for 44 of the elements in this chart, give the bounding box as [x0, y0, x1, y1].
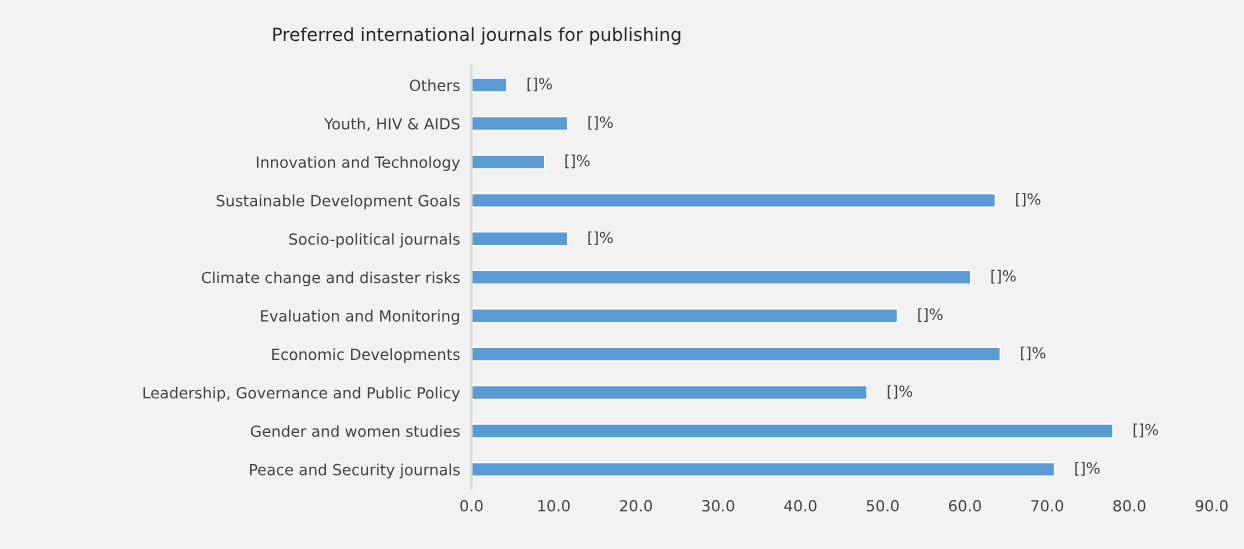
x-tick-label: 90.0: [1195, 499, 1228, 512]
bar: [471, 308, 899, 324]
x-tick-label: 0.0: [460, 499, 483, 512]
bar: [471, 269, 972, 285]
chart-title: Preferred international journals for publishing: [273, 27, 681, 45]
x-tick-label: 30.0: [702, 499, 735, 512]
x-tick-label: 40.0: [784, 499, 817, 512]
bar: [471, 115, 569, 132]
y-tick-label: Gender and women studies: [250, 425, 460, 437]
data-label: []%: [588, 231, 613, 246]
y-tick-label: Others: [409, 79, 460, 92]
data-label: []%: [1021, 346, 1046, 361]
data-label: []%: [1016, 192, 1041, 207]
y-tick-label: Innovation and Technology: [256, 156, 460, 171]
y-tick-label: Youth, HIV & AIDS: [324, 117, 460, 132]
bar: [471, 77, 508, 93]
bar: [471, 192, 997, 208]
x-tick-label: 70.0: [1031, 499, 1064, 512]
bar: [471, 461, 1056, 478]
y-tick-label: Peace and Security journals: [250, 463, 460, 479]
data-label: []%: [1075, 462, 1100, 476]
y-tick-label: Sustainable Development Goals: [216, 194, 460, 210]
data-label: []%: [565, 154, 590, 169]
data-label: []%: [527, 77, 552, 92]
x-tick-label: 80.0: [1113, 499, 1146, 512]
y-tick-label: Socio-political journals: [289, 233, 460, 248]
y-tick-label: Evaluation and Monitoring: [261, 309, 459, 325]
bar: [471, 154, 546, 170]
data-label: []%: [918, 308, 943, 322]
bar: [471, 346, 1001, 362]
x-tick-label: 20.0: [620, 499, 652, 512]
data-label: []%: [1133, 423, 1158, 438]
bar: [471, 384, 868, 401]
x-tick-label: 60.0: [948, 499, 981, 512]
x-tick-label: 50.0: [866, 499, 899, 512]
y-tick-label: Economic Developments: [272, 348, 460, 364]
data-label: []%: [588, 116, 613, 130]
y-tick-label: Leadership, Governance and Public Policy: [143, 386, 460, 402]
bar: [471, 423, 1114, 439]
bar: [471, 231, 569, 247]
y-tick-label: Climate change and disaster risks: [201, 271, 460, 287]
x-tick-label: 10.0: [538, 499, 570, 512]
data-label: []%: [991, 269, 1016, 284]
data-label: []%: [887, 385, 913, 399]
